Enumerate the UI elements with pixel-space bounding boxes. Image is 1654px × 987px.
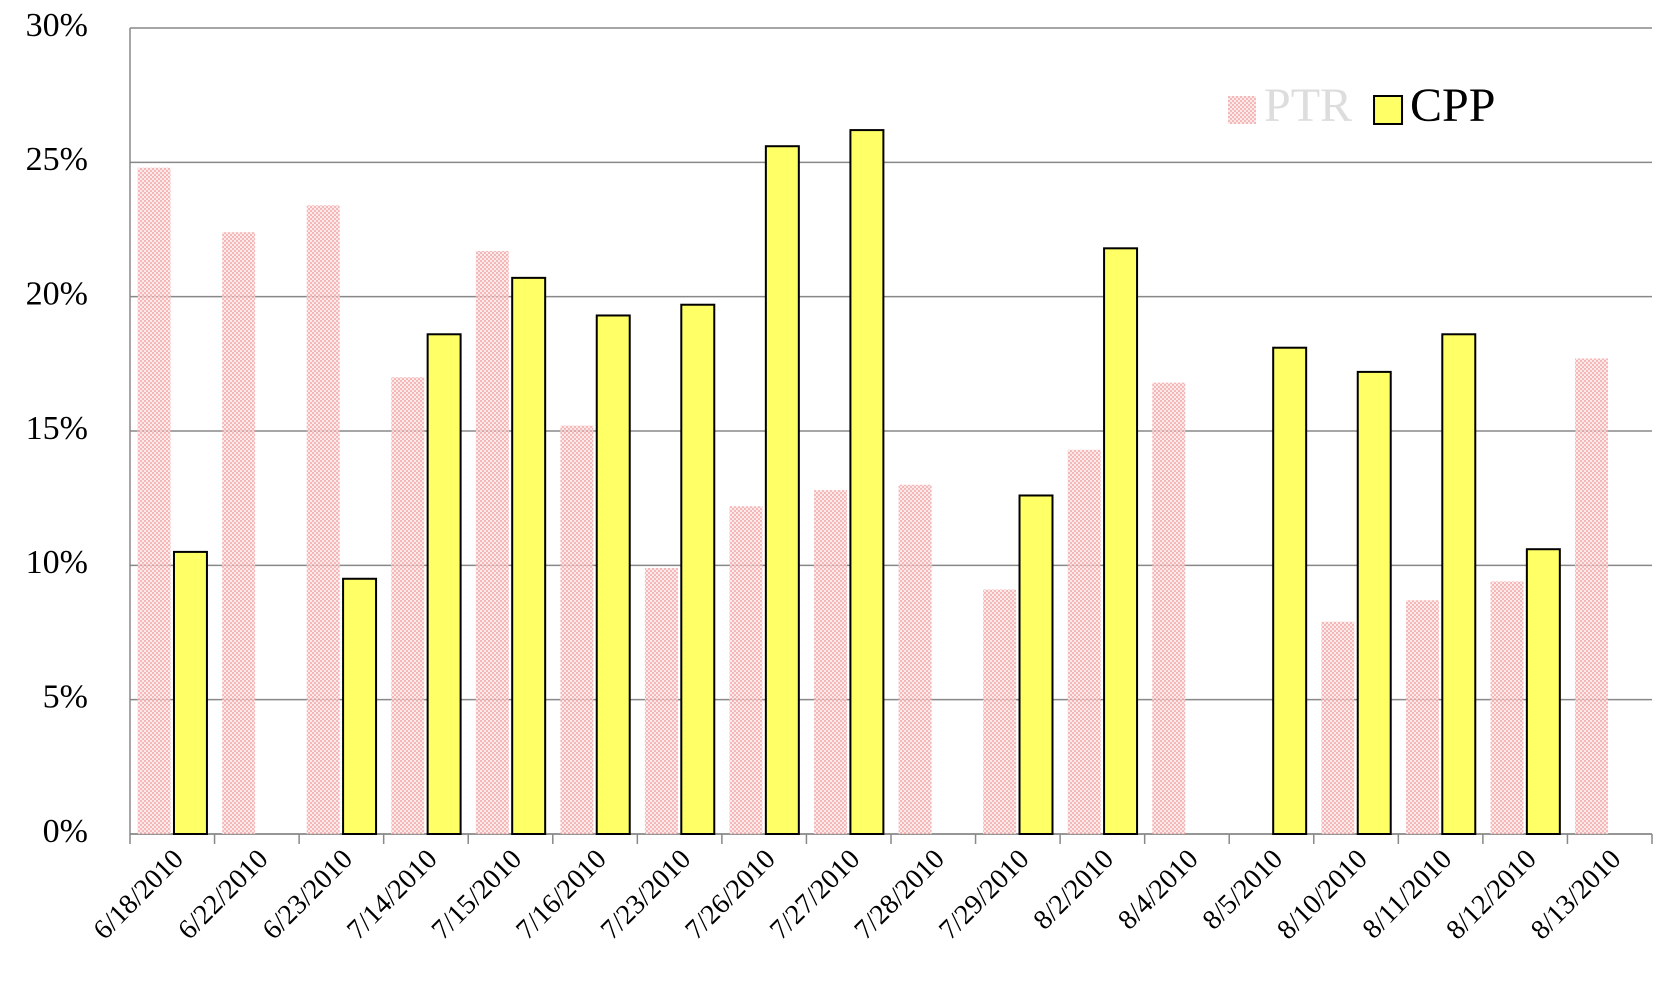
x-tick-label: 7/29/2010 [933, 844, 1035, 946]
x-tick-label: 8/13/2010 [1525, 844, 1627, 946]
x-tick-label: 7/27/2010 [764, 844, 866, 946]
x-tick-label: 7/14/2010 [341, 844, 443, 946]
x-tick-label: 6/22/2010 [172, 844, 274, 946]
x-tick-label: 7/26/2010 [679, 844, 781, 946]
bar [391, 377, 424, 834]
bar [428, 334, 461, 834]
bar [512, 278, 545, 834]
x-tick-label: 6/23/2010 [257, 844, 359, 946]
bar [850, 130, 883, 834]
bar [1321, 622, 1354, 834]
bar [899, 485, 932, 834]
y-tick-label: 25% [26, 141, 88, 178]
bar [1068, 450, 1101, 834]
bar [681, 305, 714, 834]
bar [343, 579, 376, 834]
bar [1406, 600, 1439, 834]
bar [729, 506, 762, 834]
bar [1358, 372, 1391, 834]
bar [814, 490, 847, 834]
y-tick-label: 10% [26, 544, 88, 581]
y-tick-label: 20% [26, 275, 88, 312]
bar [560, 426, 593, 834]
y-tick-label: 30% [26, 7, 88, 44]
bar [307, 205, 340, 834]
y-tick-label: 0% [43, 813, 88, 850]
bar [983, 590, 1016, 834]
bar [138, 168, 171, 834]
legend-swatch [1228, 96, 1256, 124]
legend-label: PTR [1264, 79, 1352, 132]
x-tick-label: 8/4/2010 [1112, 844, 1204, 936]
bar [1575, 358, 1608, 834]
bar [645, 568, 678, 834]
x-tick-label: 8/12/2010 [1440, 844, 1542, 946]
x-tick-label: 7/28/2010 [849, 844, 951, 946]
x-tick-label: 7/15/2010 [426, 844, 528, 946]
legend-label: CPP [1410, 79, 1495, 132]
bar [766, 146, 799, 834]
x-tick-label: 7/23/2010 [595, 844, 697, 946]
y-tick-label: 15% [26, 410, 88, 447]
x-tick-label: 8/11/2010 [1357, 844, 1458, 945]
bar [1152, 383, 1185, 834]
chart: 0% 5% 10% 15% 20% 25% 30% 6/18/20106/22/20106/2… [0, 0, 1654, 987]
x-tick-label: 6/18/2010 [88, 844, 190, 946]
bar [476, 251, 509, 834]
bar [1020, 495, 1053, 834]
y-tick-label: 5% [43, 678, 88, 715]
x-tick-label: 8/2/2010 [1028, 844, 1120, 936]
x-tick-label: 7/16/2010 [510, 844, 612, 946]
legend-swatch [1374, 96, 1402, 124]
x-tick-label: 8/10/2010 [1271, 844, 1373, 946]
page: {"chart_data": {"type": "bar", "categori… [0, 0, 1654, 987]
bar [1104, 248, 1137, 834]
bar [597, 315, 630, 834]
bar [1273, 348, 1306, 834]
bar [174, 552, 207, 834]
bar [1442, 334, 1475, 834]
bar [1527, 549, 1560, 834]
bar [1490, 581, 1523, 834]
bar [222, 232, 255, 834]
